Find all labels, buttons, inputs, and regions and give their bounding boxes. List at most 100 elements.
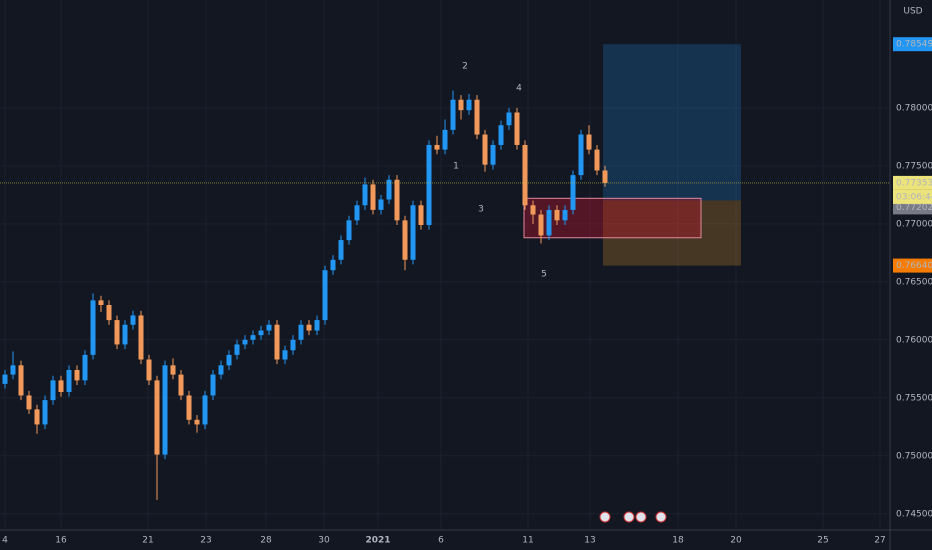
entry-tag: 0.77202	[896, 203, 932, 213]
candle-body	[602, 170, 608, 183]
currency: USD	[903, 7, 922, 17]
candle-body	[90, 300, 96, 355]
candle-body	[2, 374, 8, 384]
candle-body	[186, 395, 192, 420]
candle-body	[242, 339, 248, 345]
y-tick-label: 0.78000	[896, 103, 932, 113]
candle-body	[66, 369, 72, 392]
candle-body	[170, 365, 176, 375]
target-tag-bg	[893, 37, 932, 52]
candle-body	[546, 209, 552, 236]
y-tick-label: 0.74500	[896, 509, 932, 519]
x-tick-label: 25	[817, 536, 828, 546]
candle-body	[418, 205, 424, 225]
stop-tag-bg	[893, 258, 932, 273]
candle-body	[338, 240, 344, 260]
x-tick-label: 4	[2, 536, 8, 546]
candle-body	[74, 369, 80, 381]
target-tag: 0.78549	[896, 40, 932, 50]
supply-zone	[523, 197, 702, 239]
x-tick-label: 11	[522, 536, 533, 546]
candle-body	[274, 324, 280, 360]
x-tick-label: 20	[730, 536, 742, 546]
candle-body	[362, 184, 368, 206]
candle-body	[434, 144, 440, 150]
candle-body	[146, 359, 152, 381]
candle-body	[98, 300, 104, 306]
candle-body	[330, 259, 336, 271]
candle-body	[378, 199, 384, 210]
candle-body	[138, 315, 144, 360]
candle-body	[234, 344, 240, 355]
candle-body	[450, 99, 456, 130]
candle-body	[498, 125, 504, 145]
candle-body	[202, 395, 208, 425]
x-tick-label: 18	[672, 536, 684, 546]
countdown-tag: 03:06:44	[896, 192, 932, 202]
candle-body	[194, 419, 200, 425]
candle-body	[82, 354, 88, 381]
candle-body	[490, 144, 496, 165]
y-tick-label: 0.77000	[896, 219, 932, 229]
candle-body	[586, 134, 592, 150]
x-tick-label: 16	[55, 536, 67, 546]
candle-body	[394, 179, 400, 221]
candle-body	[370, 184, 376, 210]
y-tick-label: 0.76000	[896, 335, 932, 345]
x-tick-label: 21	[142, 536, 153, 546]
last-price-tag-bg	[893, 175, 932, 190]
candle-body	[58, 380, 64, 392]
stop-zone	[603, 200, 741, 266]
candle-body	[298, 324, 304, 340]
candle-body	[162, 365, 168, 455]
candle-body	[402, 220, 408, 260]
wave-label: 2	[462, 62, 468, 72]
candle-body	[178, 374, 184, 396]
x-tick-label: 13	[584, 536, 595, 546]
y-tick-label: 0.75500	[896, 393, 932, 403]
candle-body	[522, 144, 528, 206]
candle-body	[218, 365, 224, 375]
candle-body	[10, 365, 16, 375]
candle-body	[122, 324, 128, 345]
candle-body	[282, 350, 288, 360]
candle-body	[570, 175, 576, 210]
candle-body	[322, 270, 328, 321]
last-price-tag: 0.77353	[896, 178, 932, 188]
candle-body	[290, 339, 296, 351]
wave-label: 1	[453, 162, 459, 172]
candle-body	[346, 220, 352, 241]
countdown-tag-bg	[893, 189, 932, 204]
candle-body	[506, 112, 512, 126]
candle-body	[314, 320, 320, 331]
target-zone	[603, 44, 741, 201]
candle-body	[442, 129, 448, 150]
candle-body	[106, 305, 112, 321]
entry-tag-bg	[893, 200, 932, 215]
candle-body	[34, 409, 40, 425]
event-icon	[655, 511, 667, 523]
candle-body	[410, 205, 416, 260]
y-tick-label: 0.76500	[896, 277, 932, 287]
candle-body	[426, 144, 432, 225]
candle-body	[458, 99, 464, 111]
event-icon	[599, 511, 611, 523]
candle-body	[386, 179, 392, 200]
candle-body	[538, 214, 544, 236]
candle-body	[114, 320, 120, 345]
x-tick-label: 6	[438, 536, 444, 546]
x-tick-label: 28	[260, 536, 272, 546]
event-icon	[623, 511, 635, 523]
wave-label: 3	[478, 205, 484, 215]
candle-body	[554, 209, 560, 221]
event-icon	[635, 511, 647, 523]
wave-label: 4	[516, 84, 522, 94]
candle-body	[514, 112, 520, 145]
candle-body	[258, 330, 264, 336]
x-tick-label: 23	[200, 536, 211, 546]
candle-body	[130, 315, 136, 325]
candle-body	[226, 354, 232, 366]
candle-body	[50, 380, 56, 401]
